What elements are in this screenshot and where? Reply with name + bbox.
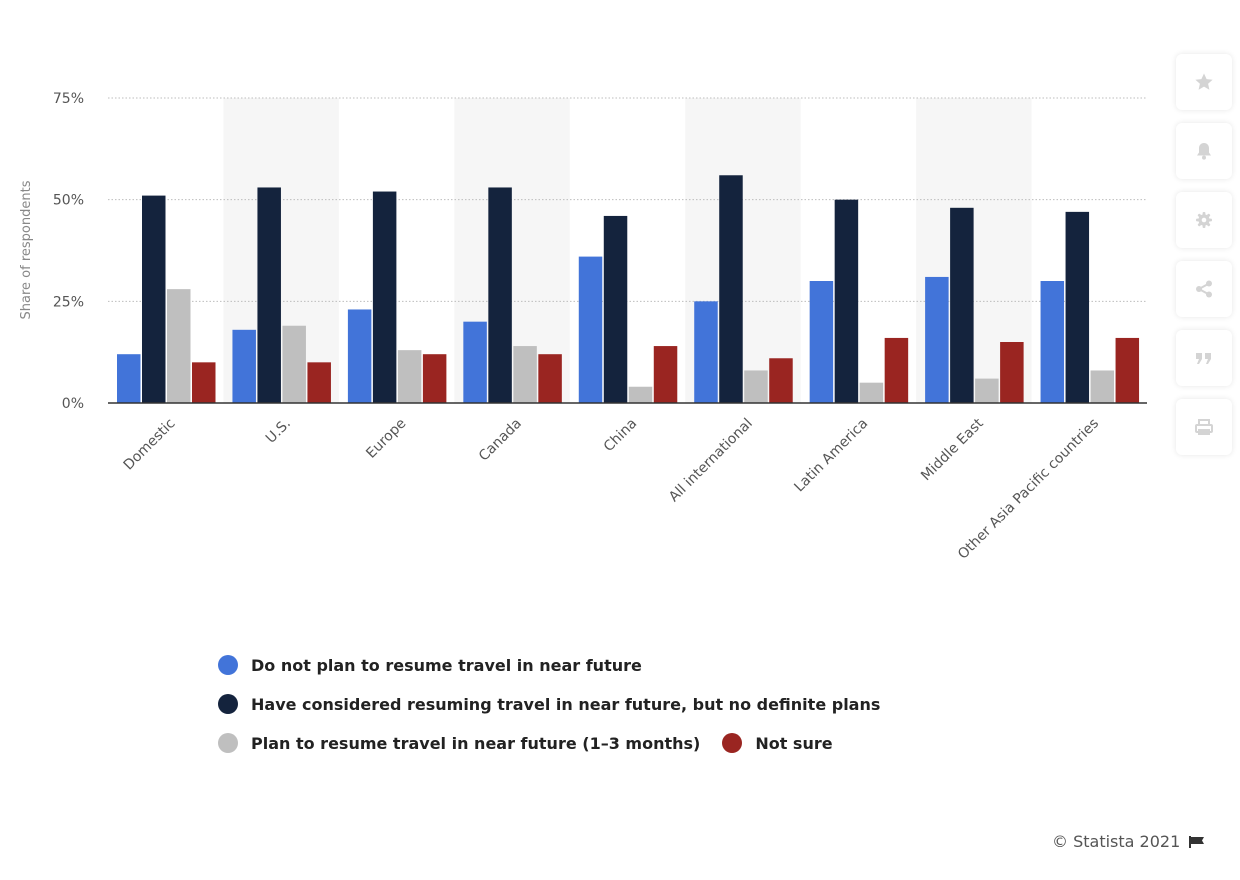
legend-swatch [722, 733, 743, 753]
bar [769, 358, 793, 403]
chart-legend: Do not plan to resume travel in near fut… [218, 652, 902, 769]
bar [1040, 281, 1065, 403]
bar [1000, 342, 1024, 403]
bar [488, 187, 512, 403]
bar [372, 191, 397, 403]
bar [463, 321, 487, 403]
x-tick-label: All international [666, 416, 756, 506]
x-tick-label: Canada [476, 416, 525, 465]
x-tick-label: Domestic [121, 416, 179, 474]
x-tick-label: Middle East [918, 415, 987, 484]
bar [282, 325, 306, 403]
y-tick-label: 75% [53, 91, 84, 107]
y-tick-label: 0% [62, 396, 84, 412]
bar [653, 346, 678, 403]
y-tick-label: 25% [53, 294, 84, 310]
legend-label: Plan to resume travel in near future (1–… [251, 733, 701, 753]
x-tick-label: U.S. [263, 416, 294, 447]
bar [513, 346, 537, 403]
bar [257, 187, 281, 403]
bar [975, 378, 999, 403]
bar [694, 301, 718, 403]
bar [422, 354, 447, 403]
share-icon [1196, 280, 1212, 298]
bar [603, 215, 628, 403]
bar [307, 362, 331, 403]
x-tick-label: China [601, 416, 641, 456]
print-button[interactable] [1176, 399, 1232, 455]
bar [347, 309, 372, 403]
y-axis-title: Share of respondents [19, 180, 34, 319]
bar [578, 256, 603, 403]
settings-button[interactable] [1176, 192, 1232, 248]
chart-tools-sidebar [1176, 54, 1232, 468]
bar [1115, 337, 1140, 403]
bar [744, 370, 768, 403]
print-icon [1195, 419, 1213, 435]
bar [142, 195, 166, 403]
credit-text: © Statista 2021 [1052, 832, 1181, 851]
bar [859, 382, 884, 403]
legend-row-3: Plan to resume travel in near future (1–… [218, 730, 902, 756]
bar [232, 329, 256, 403]
bar [1065, 211, 1090, 403]
gear-icon [1196, 212, 1212, 228]
bar [950, 207, 974, 403]
bell-icon [1197, 143, 1211, 160]
bar [628, 386, 653, 403]
x-tick-label: Europe [363, 416, 409, 462]
bar [925, 276, 949, 403]
bar [192, 362, 216, 403]
share-button[interactable] [1176, 261, 1232, 317]
legend-item-not-sure[interactable]: Not sure [722, 733, 833, 753]
legend-label: Do not plan to resume travel in near fut… [251, 655, 642, 675]
y-tick-label: 50% [53, 193, 84, 209]
notification-button[interactable] [1176, 123, 1232, 179]
star-icon [1195, 73, 1213, 90]
bar [1090, 370, 1115, 403]
bar [834, 199, 859, 403]
bar [809, 281, 834, 403]
star-button[interactable] [1176, 54, 1232, 110]
legend-label: Have considered resuming travel in near … [251, 694, 881, 714]
flag-icon[interactable] [1188, 835, 1206, 849]
cite-button[interactable] [1176, 330, 1232, 386]
bar [884, 337, 909, 403]
legend-swatch [218, 655, 238, 675]
bar-chart: 0% 25% 50% 75% Share of respondents Domestic U… [19, 91, 1147, 563]
legend-row-1: Do not plan to resume travel in near fut… [218, 652, 902, 678]
legend-label: Not sure [755, 733, 833, 753]
legend-item-considered[interactable]: Have considered resuming travel in near … [218, 694, 880, 714]
copyright-credit[interactable]: © Statista 2021 [1052, 832, 1206, 851]
bar [397, 350, 422, 403]
legend-swatch [218, 733, 238, 753]
bar [538, 354, 562, 403]
quote-icon [1196, 353, 1211, 364]
legend-item-plan-to-resume[interactable]: Plan to resume travel in near future (1–… [218, 733, 700, 753]
bar [719, 175, 743, 403]
x-tick-label: Other Asia Pacific countries [955, 416, 1102, 563]
legend-swatch [218, 694, 238, 714]
legend-row-2: Have considered resuming travel in near … [218, 691, 902, 717]
bar [117, 354, 141, 403]
x-tick-label: Latin America [791, 416, 871, 496]
legend-item-do-not-plan[interactable]: Do not plan to resume travel in near fut… [218, 655, 642, 675]
bar [167, 289, 191, 403]
